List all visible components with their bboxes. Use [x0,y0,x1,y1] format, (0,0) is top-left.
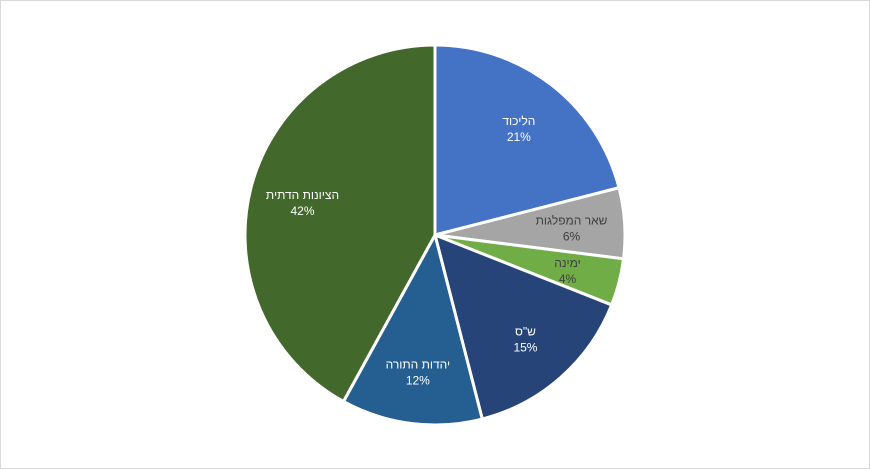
pie-slice [433,43,621,237]
slice-value-label: 15% [513,341,537,355]
pie-slice [433,233,614,421]
slice-value-label: 21% [507,130,531,144]
pie-slice [243,43,437,403]
slice-value-label: 4% [559,272,577,286]
slice-value-label: 6% [563,229,581,243]
slice-label: ש"ס [515,325,536,339]
slice-label: הציונות הדתית [266,188,339,202]
slice-label: הליכוד [502,114,535,128]
slice-value-label: 42% [290,204,314,218]
slice-label: ימינה [554,256,581,270]
pie-slice [341,233,484,427]
slice-label: שאר המפלגות [536,213,608,227]
slice-value-label: 12% [406,374,430,388]
slice-label: יהדות התורה [386,358,451,372]
